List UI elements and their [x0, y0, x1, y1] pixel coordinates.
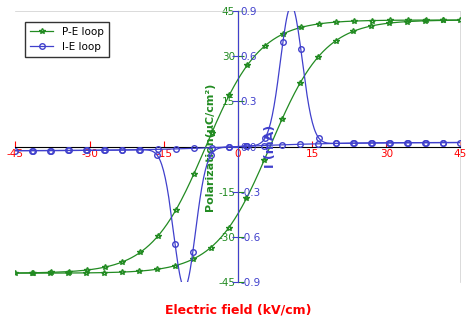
- P-E loop: [277, 33, 283, 37]
- I-E loop: [224, 145, 229, 149]
- I-E loop: [227, 145, 232, 149]
- P-E loop: [224, 98, 229, 102]
- I-E loop: [448, 141, 454, 145]
- P-E loop: [377, 18, 383, 22]
- Legend: P-E loop, I-E loop: P-E loop, I-E loop: [25, 22, 109, 57]
- P-E loop: [457, 18, 463, 22]
- P-E loop: [13, 271, 18, 275]
- Line: I-E loop: I-E loop: [13, 3, 463, 153]
- Y-axis label: I (mA): I (mA): [264, 125, 277, 168]
- Line: P-E loop: P-E loop: [13, 17, 463, 276]
- I-E loop: [254, 143, 259, 147]
- P-E loop: [447, 18, 453, 22]
- I-E loop: [277, 60, 283, 64]
- X-axis label: Electric field (kV/cm): Electric field (kV/cm): [164, 304, 311, 317]
- Y-axis label: Polarization(μC/cm²): Polarization(μC/cm²): [205, 82, 215, 211]
- P-E loop: [227, 93, 232, 97]
- I-E loop: [378, 141, 384, 145]
- I-E loop: [288, 4, 294, 8]
- P-E loop: [254, 52, 259, 56]
- I-E loop: [13, 149, 18, 153]
- I-E loop: [457, 141, 463, 145]
